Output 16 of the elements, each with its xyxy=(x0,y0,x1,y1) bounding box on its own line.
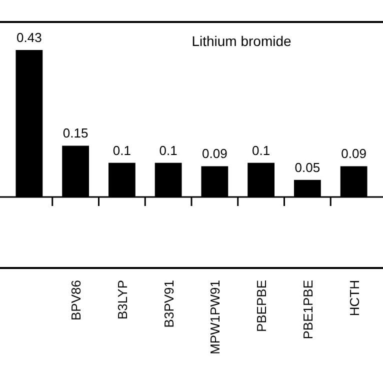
x-tick-label: B3LYP xyxy=(114,280,130,320)
x-tick-label: B3PV91 xyxy=(161,280,176,328)
data-label: 0.1 xyxy=(252,142,270,158)
data-label: 0.09 xyxy=(341,146,366,162)
data-label: 0.43 xyxy=(16,30,42,45)
x-tick-label: BPV86 xyxy=(68,280,84,320)
x-tick-label: PBEPBE xyxy=(254,280,270,332)
data-label: 0.09 xyxy=(202,146,228,162)
data-label: 0.15 xyxy=(62,126,88,141)
x-tick-label: PBE1PBE xyxy=(300,280,316,340)
x-tick-label: HCTH xyxy=(346,280,362,316)
data-label: 0.1 xyxy=(159,142,178,158)
data-label: 0.1 xyxy=(112,142,131,158)
chart-title: Lithium bromide xyxy=(192,33,292,49)
x-tick-label: MPW1PW91 xyxy=(208,280,223,354)
data-label: 0.05 xyxy=(294,160,320,175)
